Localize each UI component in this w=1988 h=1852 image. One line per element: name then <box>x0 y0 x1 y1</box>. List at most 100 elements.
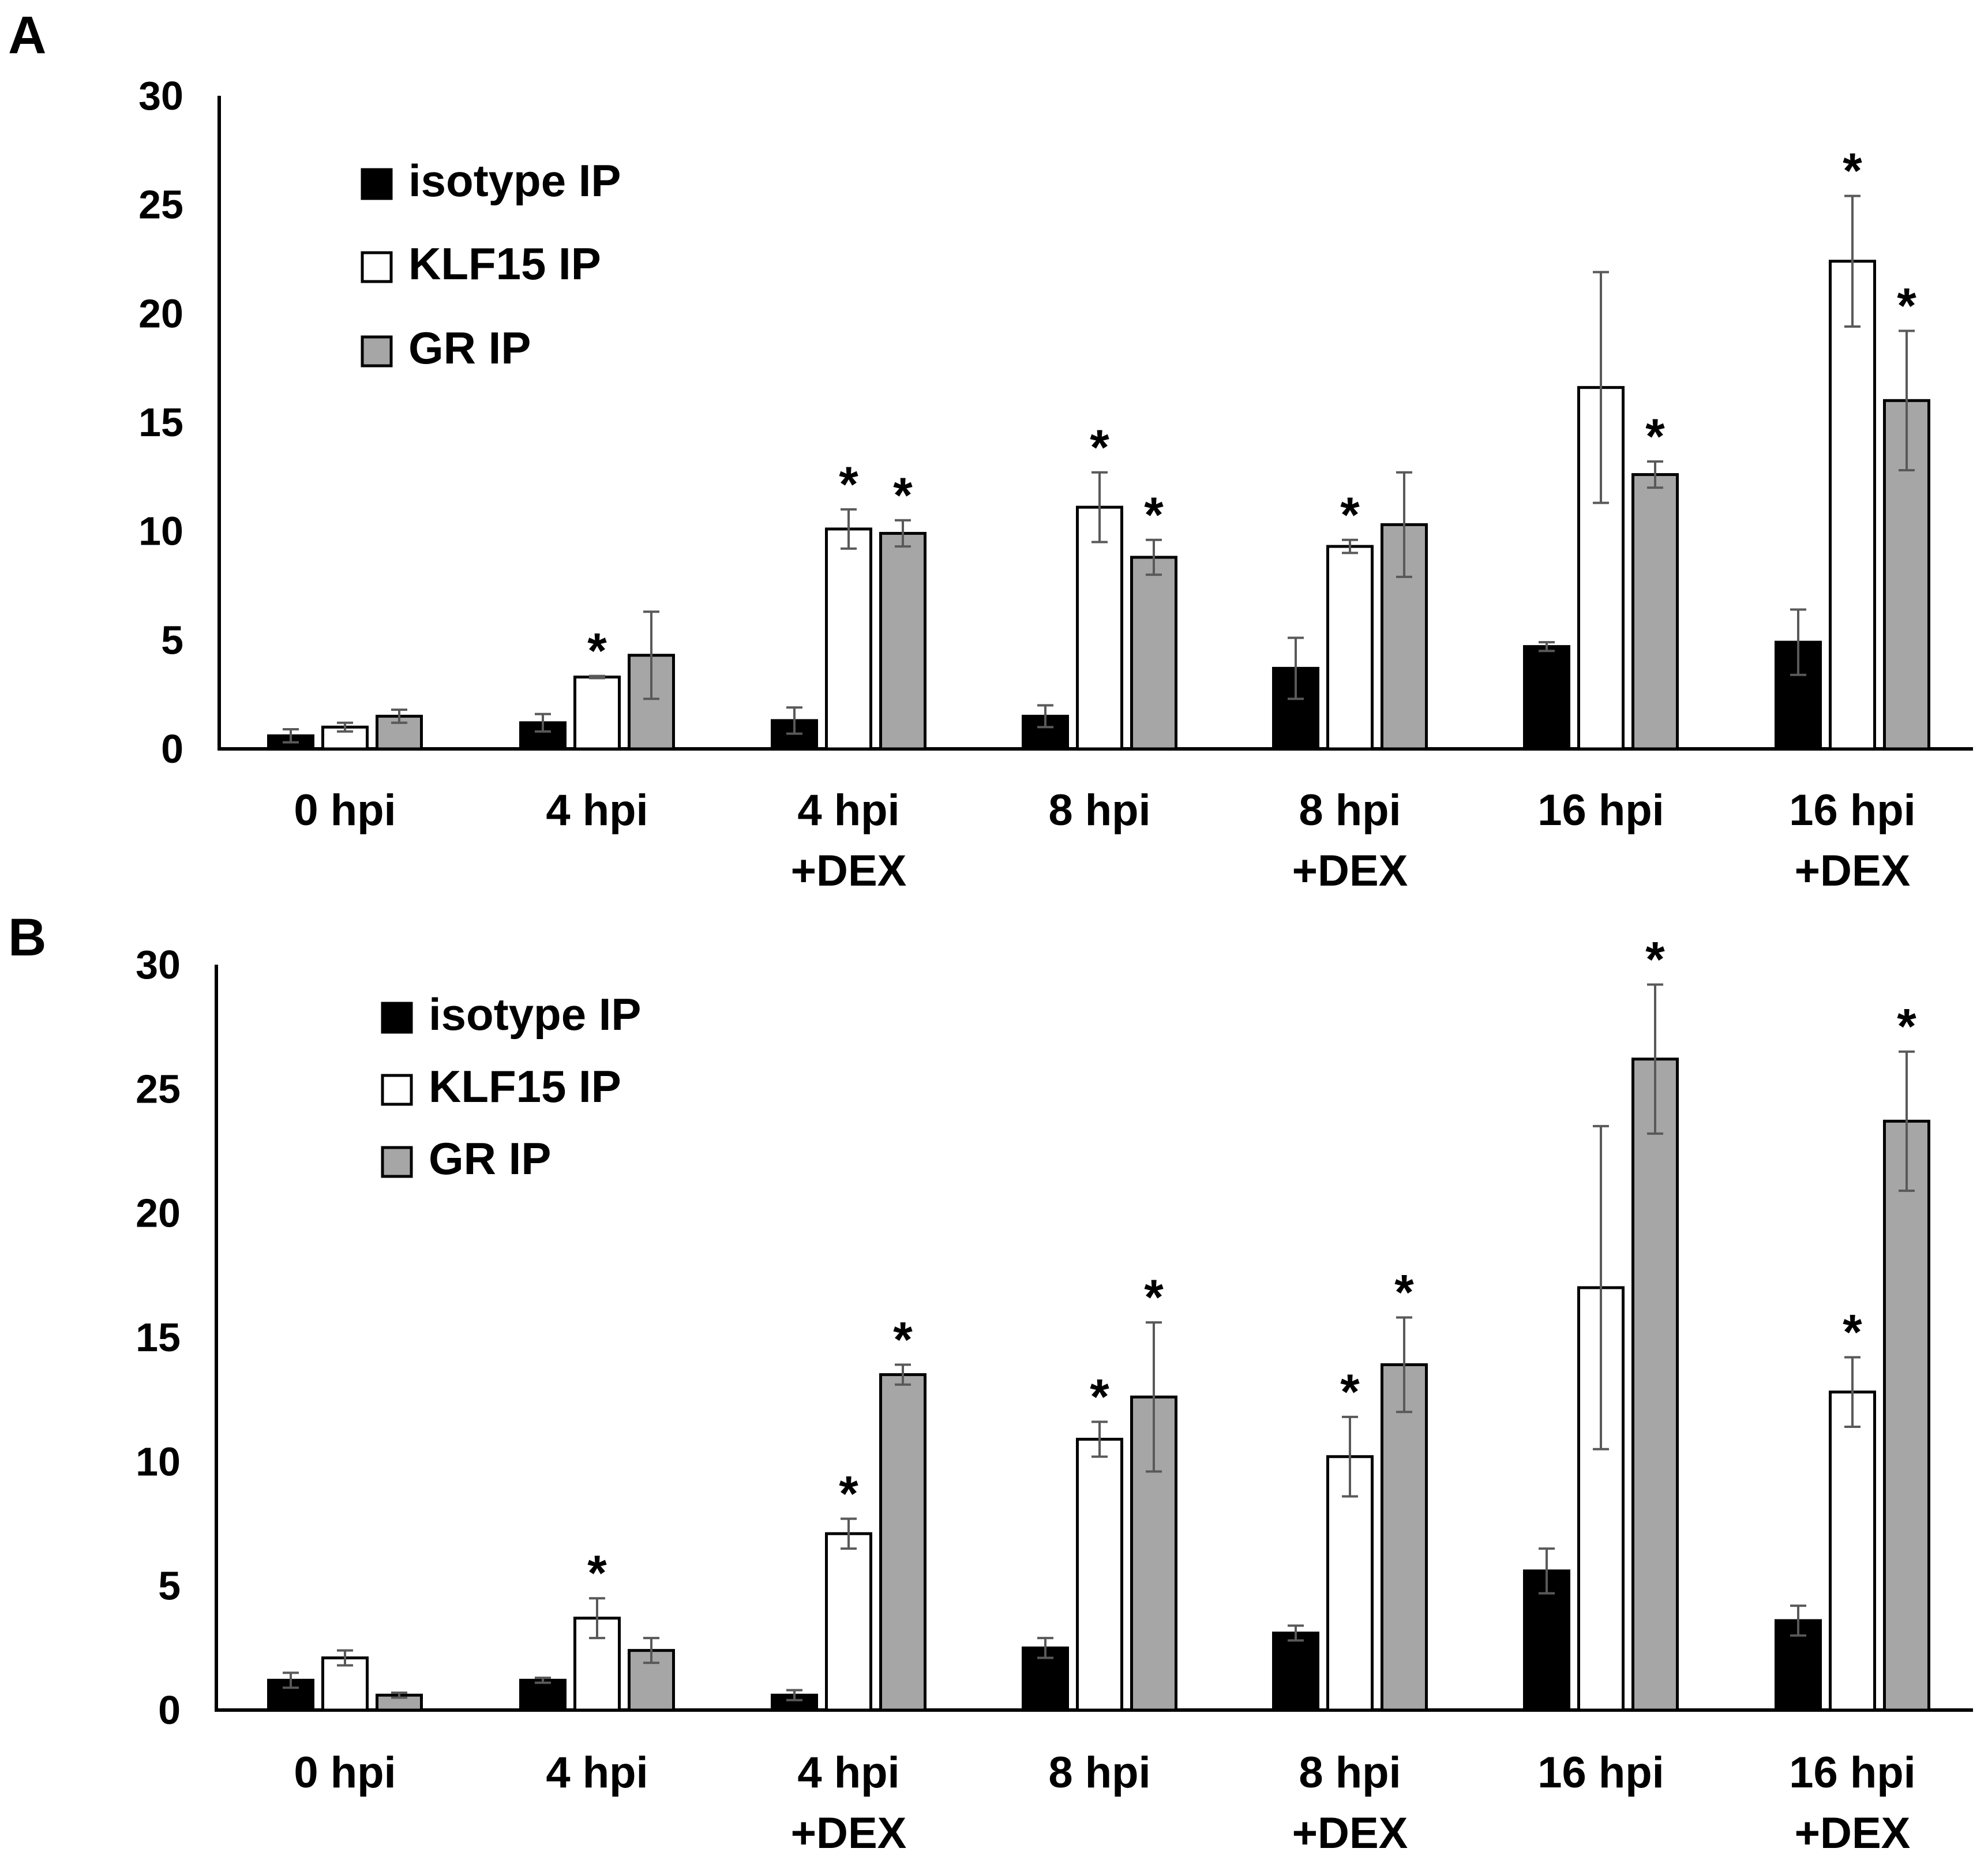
error-bar-isotype-6 <box>1790 1604 1806 1637</box>
error-bar-klf15-1 <box>589 1597 605 1640</box>
bar-klf15-3 <box>1076 505 1123 751</box>
x-category-label: 16 hpi <box>1537 786 1664 835</box>
bar-gr-4 <box>1381 1363 1428 1712</box>
error-bar-gr-6 <box>1899 329 1915 472</box>
bar-gr-2 <box>879 1373 927 1712</box>
significance-marker: * <box>1144 488 1164 543</box>
error-bar-isotype-1 <box>535 713 551 733</box>
x-category-label: 4 hpi <box>797 1748 899 1797</box>
y-tick-label: 20 <box>136 1191 181 1236</box>
significance-marker: * <box>587 624 607 679</box>
error-bar-klf15-0 <box>337 721 353 733</box>
bar-gr-2 <box>879 531 927 751</box>
legend-label-isotype: isotype IP <box>429 989 641 1040</box>
legend-swatch-gr <box>381 1146 413 1178</box>
y-tick-label: 10 <box>138 509 183 554</box>
error-bar-gr-5 <box>1647 983 1663 1135</box>
bar-klf15-0 <box>321 725 369 751</box>
x-category-label: 4 hpi <box>797 786 899 835</box>
significance-marker: * <box>1645 409 1665 464</box>
x-category-label: +DEX <box>1795 1809 1911 1852</box>
error-bar-isotype-2 <box>786 1689 802 1701</box>
bar-isotype-4 <box>1272 1631 1319 1712</box>
significance-marker: * <box>1340 488 1360 543</box>
error-bar-gr-1 <box>643 1637 659 1664</box>
y-tick-label: 25 <box>138 182 183 227</box>
error-bar-isotype-5 <box>1539 641 1555 653</box>
bar-gr-6 <box>1883 1119 1930 1712</box>
y-tick-label: 0 <box>161 726 183 771</box>
bar-klf15-2 <box>825 527 872 751</box>
legend-label-gr: GR IP <box>429 1133 551 1184</box>
error-bar-klf15-2 <box>841 1517 857 1550</box>
x-category-label: +DEX <box>791 1809 907 1852</box>
bar-klf15-4 <box>1326 545 1374 751</box>
y-tick-label: 25 <box>136 1066 181 1111</box>
bar-isotype-6 <box>1775 640 1822 751</box>
error-bar-klf15-4 <box>1342 1415 1358 1498</box>
panel-b: B 0 5 10 15 20 25 30 * * * * * * * * * * 0 hpi 4 hpi 4 hpi +D… <box>8 908 1973 1852</box>
y-tick-label: 30 <box>138 73 183 118</box>
x-category-label: 8 hpi <box>1299 786 1401 835</box>
y-tick-label: 15 <box>138 400 183 445</box>
significance-marker: * <box>1090 1369 1109 1424</box>
error-bar-isotype-2 <box>786 706 802 735</box>
bar-klf15-3 <box>1076 1438 1123 1712</box>
x-category-label: 16 hpi <box>1537 1748 1664 1797</box>
error-bar-gr-2 <box>895 1363 911 1386</box>
error-bar-klf15-5 <box>1593 1124 1609 1450</box>
x-category-label: 8 hpi <box>1048 786 1150 835</box>
significance-marker: * <box>1897 999 1916 1055</box>
bar-klf15-2 <box>825 1532 872 1712</box>
error-bar-klf15-3 <box>1091 1420 1108 1458</box>
bar-gr-3 <box>1130 556 1177 751</box>
bar-klf15-6 <box>1829 260 1876 751</box>
error-bar-isotype-3 <box>1037 704 1053 729</box>
y-tick-label: 0 <box>158 1688 181 1733</box>
error-bar-klf15-5 <box>1593 271 1609 504</box>
x-category-label: 8 hpi <box>1048 1748 1150 1797</box>
x-category-label: 16 hpi <box>1789 1748 1916 1797</box>
significance-marker: * <box>893 468 913 523</box>
bar-gr-5 <box>1631 1058 1679 1712</box>
x-category-label: +DEX <box>1292 846 1408 895</box>
x-category-label: +DEX <box>1292 1809 1408 1852</box>
bar-klf15-1 <box>573 675 621 751</box>
bar-klf15-4 <box>1326 1455 1374 1712</box>
legend-swatch-klf15 <box>381 1074 413 1106</box>
significance-marker: * <box>587 1546 607 1601</box>
bar-isotype-5 <box>1523 645 1570 751</box>
error-bar-gr-0 <box>391 1691 407 1699</box>
significance-marker: * <box>1394 1265 1414 1321</box>
error-bar-klf15-0 <box>337 1649 353 1667</box>
x-category-label: 16 hpi <box>1789 786 1916 835</box>
y-tick-label: 5 <box>161 617 183 662</box>
y-tick-label: 10 <box>136 1439 181 1484</box>
error-bar-klf15-6 <box>1844 1356 1861 1429</box>
significance-marker: * <box>1897 279 1916 334</box>
error-bar-klf15-1 <box>589 674 605 680</box>
x-category-label: 4 hpi <box>546 786 648 835</box>
legend-label-isotype: isotype IP <box>408 155 621 206</box>
legend-label-klf15: KLF15 IP <box>429 1061 621 1112</box>
legend-swatch-isotype <box>381 1002 413 1034</box>
error-bar-isotype-4 <box>1288 636 1304 700</box>
bar-gr-5 <box>1631 473 1679 751</box>
error-bar-gr-1 <box>643 610 659 700</box>
significance-marker: * <box>1090 420 1109 475</box>
error-bar-isotype-0 <box>283 728 299 744</box>
legend-swatch-isotype <box>361 168 393 200</box>
error-bar-isotype-4 <box>1288 1624 1304 1642</box>
x-category-label: 0 hpi <box>294 786 396 835</box>
bar-isotype-1 <box>519 1678 567 1712</box>
error-bar-klf15-3 <box>1091 471 1108 543</box>
panel-letter: B <box>8 908 46 967</box>
x-category-label: 8 hpi <box>1299 1748 1401 1797</box>
significance-marker: * <box>893 1312 913 1367</box>
error-bar-isotype-3 <box>1037 1637 1053 1659</box>
error-bar-gr-3 <box>1146 1321 1162 1473</box>
significance-marker: * <box>839 1466 858 1521</box>
y-tick-label: 20 <box>138 291 183 336</box>
error-bar-gr-0 <box>391 708 407 724</box>
